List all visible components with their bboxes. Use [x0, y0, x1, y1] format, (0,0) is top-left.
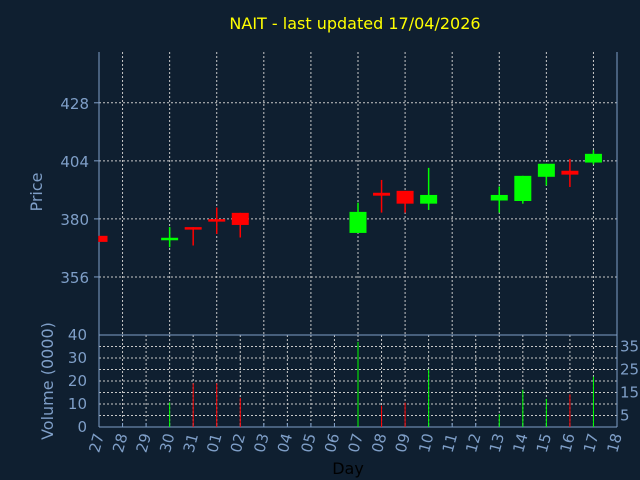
volume-tick-label: 0: [77, 418, 87, 436]
candle-body: [208, 219, 226, 222]
candle-body: [514, 175, 532, 201]
candle-02: [231, 212, 249, 238]
volume-axis-label: Volume (0000): [38, 322, 57, 440]
x-tick-label: 12: [462, 431, 484, 454]
candle-body: [490, 194, 508, 201]
x-tick-label: 16: [556, 431, 578, 454]
volume-tick-label: 25: [620, 361, 639, 379]
candle-body: [349, 211, 367, 233]
x-tick-label: 29: [133, 431, 155, 454]
candle-body: [396, 190, 414, 204]
candle-body: [420, 194, 438, 204]
x-tick-label: 01: [203, 431, 225, 454]
x-tick-label: 15: [533, 431, 555, 454]
x-tick-label: 28: [109, 431, 131, 454]
x-tick-label: 30: [156, 431, 178, 454]
x-tick-label: 14: [509, 431, 531, 454]
x-tick-label: 10: [415, 431, 437, 454]
x-tick-label: 11: [439, 431, 461, 454]
candle-body: [231, 212, 249, 225]
x-tick-label: 09: [392, 431, 414, 454]
x-axis-label: Day: [332, 459, 364, 478]
x-tick-label: 31: [180, 431, 202, 454]
chart-title: NAIT - last updated 17/04/2026: [229, 14, 481, 33]
candle-08: [373, 179, 391, 213]
volume-tick-label: 5: [620, 407, 630, 425]
x-tick-label: 03: [250, 431, 272, 454]
volume-tick-label: 40: [68, 326, 87, 344]
candle-body: [373, 192, 391, 196]
candle-16: [561, 158, 579, 187]
x-tick-label: 17: [580, 431, 602, 454]
x-tick-label: 06: [321, 431, 343, 454]
x-tick-label: 27: [86, 431, 108, 454]
candle-30: [161, 227, 179, 248]
price-tick-label: 428: [60, 95, 89, 113]
price-tick-label: 356: [60, 269, 89, 287]
candle-27: [98, 235, 108, 242]
candle-body: [161, 237, 179, 241]
candle-31: [184, 227, 202, 246]
candle-body: [584, 153, 602, 163]
volume-tick-label: 15: [620, 384, 639, 402]
candle-07: [349, 202, 367, 233]
x-tick-label: 04: [274, 431, 296, 454]
x-tick-label: 02: [227, 431, 249, 454]
x-tick-label: 07: [345, 431, 367, 454]
candle-09: [396, 190, 414, 213]
x-tick-label: 08: [368, 431, 390, 454]
candle-body: [537, 163, 555, 177]
volume-tick-label: 30: [68, 349, 87, 367]
x-tick-label: 13: [486, 431, 508, 454]
candle-10: [420, 167, 438, 210]
candle-14: [514, 175, 532, 204]
price-tick-label: 380: [60, 211, 89, 229]
candle-body: [184, 227, 202, 230]
volume-tick-label: 10: [68, 395, 87, 413]
candle-15: [537, 163, 555, 186]
candle-13: [490, 186, 508, 213]
candle-body: [561, 170, 579, 175]
price-tick-label: 404: [60, 153, 89, 171]
volume-tick-label: 20: [68, 372, 87, 390]
candle-body: [99, 235, 108, 242]
x-tick-label: 18: [604, 431, 626, 454]
y-axis-label: Price: [27, 172, 46, 211]
volume-tick-label: 35: [620, 338, 639, 356]
candle-17: [584, 149, 602, 165]
x-tick-label: 05: [297, 431, 319, 454]
candle-01: [208, 207, 226, 234]
